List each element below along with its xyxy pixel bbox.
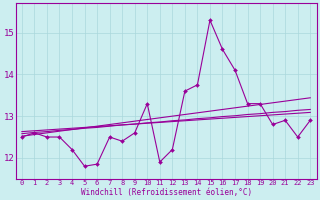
X-axis label: Windchill (Refroidissement éolien,°C): Windchill (Refroidissement éolien,°C) <box>81 188 252 197</box>
